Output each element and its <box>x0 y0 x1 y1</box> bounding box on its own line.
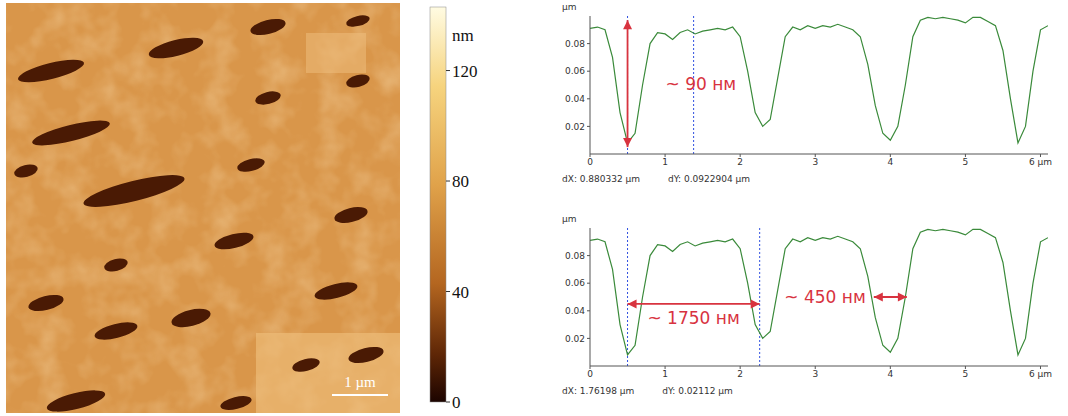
svg-text:5: 5 <box>963 157 969 167</box>
svg-text:~ 90 нм: ~ 90 нм <box>666 74 737 94</box>
svg-text:3: 3 <box>812 157 818 167</box>
svg-text:nm: nm <box>452 26 474 45</box>
svg-text:6 µm: 6 µm <box>1029 157 1052 167</box>
svg-text:0.02: 0.02 <box>565 122 585 132</box>
html-text:dY: 0.0922904 µm: dY: 0.0922904 µm <box>668 174 750 184</box>
svg-text:0.08: 0.08 <box>565 251 585 261</box>
svg-text:4: 4 <box>887 369 893 379</box>
svg-text:40: 40 <box>452 283 469 302</box>
svg-text:0: 0 <box>587 157 593 167</box>
svg-text:~ 1750 нм: ~ 1750 нм <box>647 308 739 328</box>
svg-text:5: 5 <box>963 369 969 379</box>
svg-text:3: 3 <box>812 369 818 379</box>
html-text:µm: µm <box>562 214 577 224</box>
svg-text:2: 2 <box>737 157 743 167</box>
svg-text:0: 0 <box>587 369 593 379</box>
svg-text:4: 4 <box>887 157 893 167</box>
html-text:µm: µm <box>562 2 577 12</box>
svg-text:1: 1 <box>662 157 668 167</box>
svg-text:6 µm: 6 µm <box>1029 369 1052 379</box>
html-text:dX: 1.76198 µm: dX: 1.76198 µm <box>562 386 635 396</box>
svg-text:2: 2 <box>737 369 743 379</box>
svg-text:120: 120 <box>452 62 478 81</box>
svg-text:0.06: 0.06 <box>565 278 585 288</box>
svg-text:0.02: 0.02 <box>565 334 585 344</box>
html-text:dY: 0.02112 µm: dY: 0.02112 µm <box>662 386 733 396</box>
svg-text:0.04: 0.04 <box>565 306 585 316</box>
html-text:dX: 0.880332 µm: dX: 0.880332 µm <box>562 174 641 184</box>
svg-text:1 µm: 1 µm <box>344 374 376 390</box>
svg-text:~ 450 нм: ~ 450 нм <box>784 287 865 307</box>
svg-text:80: 80 <box>452 172 469 191</box>
svg-text:0.04: 0.04 <box>565 94 585 104</box>
svg-text:0.06: 0.06 <box>565 66 585 76</box>
svg-text:0: 0 <box>452 393 461 412</box>
svg-text:1: 1 <box>662 369 668 379</box>
svg-text:0.08: 0.08 <box>565 39 585 49</box>
